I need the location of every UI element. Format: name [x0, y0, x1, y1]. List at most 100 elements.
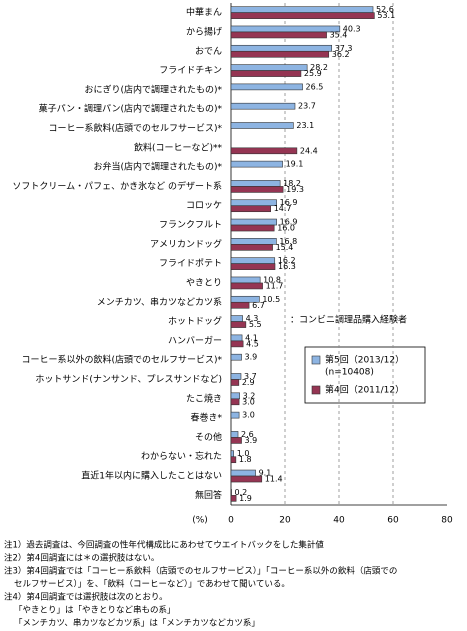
y-tick-label: メンチカツ、串カツなどカツ系: [97, 297, 222, 308]
value-label: 25.9: [304, 69, 322, 78]
footnote: 注3）第4回調査では「コーヒー系飲料（店頭でのセルフサービス）」「コーヒー系以外…: [4, 566, 397, 577]
footnote: セルフサービス）」を、「飲料（コーヒーなど）」であわせて聞いている。: [14, 579, 290, 590]
value-label: 4.3: [246, 314, 259, 323]
value-label: 16.2: [278, 256, 296, 265]
x-axis-label: (%): [192, 516, 208, 526]
y-tick-label: から揚げ: [186, 25, 222, 37]
y-tick-label: ホットサンド(ナンサンド、プレスサンドなど): [35, 374, 222, 385]
bar: [230, 392, 240, 400]
bar: [230, 238, 277, 245]
value-label: 1.9: [239, 494, 252, 503]
value-label: 1.0: [237, 449, 250, 458]
value-label: 5.5: [249, 320, 262, 329]
value-label: 16.9: [280, 218, 298, 227]
value-label: 35.4: [330, 30, 348, 39]
value-label: 16.3: [278, 262, 296, 271]
bar: [230, 353, 242, 361]
y-tick-label: 春巻き*: [190, 412, 222, 424]
footnote: 「やきとり」は「やきとりなど串もの系」: [14, 605, 176, 616]
bar: [230, 50, 330, 58]
bar: [230, 379, 240, 386]
bar: [230, 70, 302, 77]
value-label: 15.4: [276, 243, 294, 252]
legend-note: (n=10408): [325, 368, 374, 378]
x-tick-label: 60: [387, 516, 399, 526]
value-label: 24.4: [300, 146, 318, 155]
y-tick-label: ホットドッグ: [168, 315, 222, 327]
bar: [230, 160, 283, 168]
value-label: 40.3: [343, 24, 361, 33]
bar: [230, 180, 281, 187]
bar: [230, 147, 298, 155]
value-label: 0.2: [235, 488, 248, 497]
value-label: 2.6: [241, 430, 254, 439]
y-tick-label: フライドチキン: [159, 65, 222, 76]
value-label: 3.0: [242, 397, 255, 406]
value-label: 16.9: [280, 198, 298, 207]
value-label: 4.1: [245, 333, 258, 342]
value-label: 3.9: [245, 353, 258, 362]
footnote: 注2）第4回調査には＊の選択肢はない。: [4, 553, 159, 564]
bar: [230, 6, 374, 13]
y-tick-label: アメリカンドッグ: [150, 238, 222, 250]
bar: [230, 301, 250, 309]
bar: [230, 411, 240, 419]
footnote: 注1）過去調査は、今回調査の性年代構成比にあわせてウエイトバックをした集計値: [4, 540, 324, 551]
value-label: 28.2: [310, 63, 328, 72]
value-label: 18.2: [283, 179, 301, 188]
bar: [230, 276, 261, 284]
value-label: 16.0: [277, 224, 295, 233]
value-label: 52.6: [376, 5, 394, 14]
value-label: 53.1: [377, 11, 395, 20]
value-label: 4.5: [246, 339, 259, 348]
x-tick-label: 40: [333, 516, 345, 526]
bar: [230, 224, 275, 232]
footnote: 「メンチカツ、串カツなどカツ系」は「メンチカツなどカツ系」: [14, 618, 260, 629]
value-label: 23.7: [298, 102, 316, 111]
bar: [230, 44, 333, 52]
value-label: 3.9: [245, 436, 258, 445]
bar: [230, 263, 276, 270]
bar: [230, 334, 243, 342]
bar: [230, 244, 273, 251]
bar: [230, 12, 375, 19]
bar: [230, 25, 341, 33]
bar: [230, 450, 234, 458]
bar: [230, 475, 263, 483]
y-tick-label: フランクフルト: [159, 220, 222, 231]
value-label: 26.5: [306, 82, 324, 91]
value-label: 36.2: [332, 50, 350, 59]
bar: [230, 102, 296, 110]
value-label: 37.3: [335, 44, 353, 53]
legend-box: [304, 346, 426, 404]
y-tick-label: ソフトクリーム・パフェ、かき氷など のデザート系: [12, 180, 222, 192]
y-tick-label: 菓子パン・調理パン(店内で調理されたもの)*: [39, 103, 223, 115]
bar: [230, 431, 239, 438]
value-label: 2.9: [242, 378, 255, 387]
bar: [230, 257, 276, 264]
bar: [230, 340, 244, 348]
value-label: 16.8: [279, 237, 297, 246]
annotation: ：コンビニ調理品購入経験者: [290, 314, 407, 326]
value-label: 10.5: [262, 295, 280, 304]
value-label: 19.3: [286, 185, 304, 194]
y-tick-label: 直近1年以内に購入したことはない: [81, 470, 222, 482]
y-tick-label: コロッケ: [186, 200, 222, 211]
bar: [230, 469, 256, 477]
bar: [230, 31, 327, 39]
y-tick-label: コーヒー系以外の飲料(店頭でのセルフサービス)*: [21, 354, 222, 366]
value-label: 23.1: [296, 121, 314, 130]
y-tick-label: やきとり: [186, 277, 222, 288]
legend-label: 第4回（2011/12）: [325, 384, 404, 396]
bar: [230, 315, 243, 322]
y-tick-label: その他: [195, 431, 222, 443]
x-tick-label: 0: [228, 516, 234, 526]
y-tick-label: たこ焼き: [186, 393, 222, 404]
bar: [230, 495, 237, 502]
bar: [230, 456, 237, 464]
value-label: 10.8: [263, 275, 281, 284]
x-tick-label: 80: [441, 516, 453, 526]
value-label: 19.1: [286, 160, 304, 169]
bar: [230, 437, 242, 444]
